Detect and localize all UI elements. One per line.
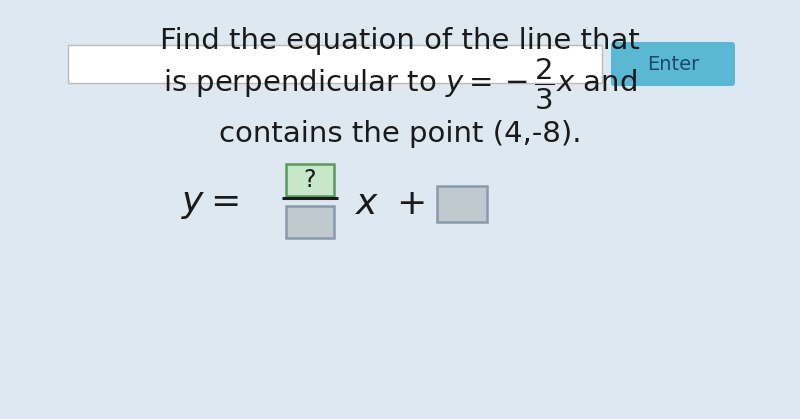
Text: $y =$: $y =$ (181, 187, 239, 221)
Text: $x\ +$: $x\ +$ (355, 187, 425, 221)
FancyBboxPatch shape (286, 164, 334, 196)
FancyBboxPatch shape (437, 186, 487, 222)
Text: Enter: Enter (647, 54, 699, 73)
FancyBboxPatch shape (611, 42, 735, 86)
Text: Find the equation of the line that: Find the equation of the line that (160, 27, 640, 55)
Text: contains the point (4,-8).: contains the point (4,-8). (218, 120, 582, 148)
Text: ?: ? (304, 168, 316, 192)
Text: is perpendicular to $y = -\dfrac{2}{3}x$ and: is perpendicular to $y = -\dfrac{2}{3}x$… (163, 57, 637, 111)
FancyBboxPatch shape (68, 45, 602, 83)
FancyBboxPatch shape (286, 206, 334, 238)
